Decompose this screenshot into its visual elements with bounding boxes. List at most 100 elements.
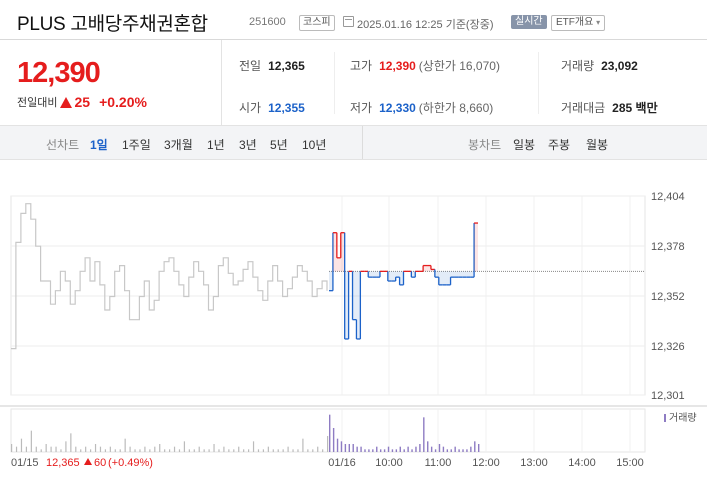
stat-prev: 전일 12,365 [239, 57, 305, 74]
area-fill [391, 271, 396, 282]
volume-bar [272, 449, 274, 452]
volume-bar [312, 449, 314, 452]
volume-bar [35, 446, 37, 452]
area-fill [340, 232, 345, 272]
chart-tabs: 선차트 1일 1주일 3개월 1년 3년 5년 10년 봉차트 일봉 주봉 월봉 [0, 125, 707, 160]
tab-1d[interactable]: 1일 [90, 138, 108, 152]
volume-bar [287, 446, 289, 452]
volume-bar [336, 438, 339, 452]
tab-3y[interactable]: 3년 [239, 138, 257, 152]
prev-day-line [11, 203, 328, 350]
upper-limit: (상한가 16,070) [418, 59, 500, 73]
stat-low: 저가 12,330 (하한가 8,660) [350, 99, 493, 116]
volume-bar [154, 446, 156, 452]
volume-bar [65, 441, 67, 452]
area-fill [423, 265, 428, 272]
stat-label: 거래량 [561, 59, 595, 73]
volume-bar [139, 449, 141, 452]
volume-bar [292, 449, 294, 452]
volume-bar [348, 444, 351, 452]
x-tick-label: 12:00 [472, 457, 500, 469]
realtime-button[interactable]: 실시간 [511, 15, 547, 29]
volume-bar [248, 449, 250, 452]
calendar-icon [343, 16, 354, 27]
header: PLUS 고배당주채권혼합 251600 코스피 2025.01.16 12:2… [0, 0, 707, 40]
volume-bar [40, 449, 42, 452]
tab-5y[interactable]: 5년 [270, 138, 288, 152]
x-tick-label: 10:00 [375, 457, 403, 469]
volume-bar [458, 449, 460, 452]
candle-chart-label: 봉차트 [468, 138, 502, 152]
volume-bar [332, 428, 335, 452]
volume-bar [262, 449, 265, 452]
volume-bar [474, 441, 476, 452]
volume-bar [411, 449, 413, 452]
price-change: 전일대비 25 +0.20% [17, 94, 147, 110]
volume-bar [193, 449, 195, 452]
volume-legend: 거래량 [669, 412, 697, 424]
area-fill [372, 271, 377, 278]
change-label: 전일대비 [17, 97, 58, 109]
volume-bar [372, 449, 374, 452]
volume-bar [218, 449, 220, 452]
tab-10y[interactable]: 10년 [302, 138, 327, 152]
volume-bar [164, 449, 166, 452]
x-tick-label: 01/16 [328, 457, 356, 469]
volume-bar [119, 449, 121, 452]
tab-1w[interactable]: 1주일 [122, 138, 151, 152]
current-price: 12,390 [17, 57, 101, 89]
stat-label: 거래대금 [561, 101, 606, 115]
area-fill [442, 271, 447, 285]
stat-high: 고가 12,390 (상한가 16,070) [350, 57, 500, 74]
volume-bar [470, 446, 472, 452]
area-fill [454, 271, 459, 278]
change-value: 25 [74, 94, 91, 110]
volume-bar [322, 449, 324, 452]
area-fill [356, 271, 361, 339]
volume-bar [297, 449, 299, 452]
area-fill [352, 271, 357, 320]
stat-value: 12,355 [268, 101, 305, 115]
area-fill [336, 257, 341, 272]
etf-overview-dropdown[interactable]: ETF개요 ▾ [551, 15, 606, 31]
volume-bar [99, 446, 102, 452]
volume-bar [383, 449, 386, 452]
volume-bar [403, 449, 405, 452]
volume-bar [90, 449, 92, 452]
volume-bar [124, 438, 126, 452]
volume-bar [450, 449, 452, 452]
volume-bar [307, 449, 309, 452]
y-tick-label: 12,378 [651, 241, 685, 253]
tab-monthly[interactable]: 월봉 [586, 138, 609, 152]
y-tick-label: 12,404 [651, 191, 685, 203]
x-tick-label: 14:00 [568, 457, 596, 469]
volume-bar [238, 446, 240, 452]
volume-bar [267, 446, 269, 452]
volume-bar [45, 444, 47, 452]
stat-value: 285 백만 [612, 101, 658, 115]
volume-bar [94, 444, 97, 452]
volume-bar [178, 449, 181, 452]
tab-weekly[interactable]: 주봉 [548, 138, 571, 152]
stat-label: 시가 [239, 101, 262, 115]
tab-daily[interactable]: 일봉 [513, 138, 536, 152]
volume-bar [149, 449, 151, 452]
tab-1y[interactable]: 1년 [207, 138, 225, 152]
area-fill [387, 271, 392, 282]
area-fill [344, 271, 349, 339]
volume-bar [80, 449, 82, 452]
change-rate: +0.20% [99, 94, 147, 110]
volume-bar [387, 446, 390, 452]
volume-bar [302, 438, 304, 452]
volume-bar [391, 449, 394, 452]
volume-bar [462, 449, 464, 452]
volume-bar [129, 446, 131, 452]
volume-bar [352, 444, 354, 452]
area-fill [395, 271, 400, 278]
volume-bar [75, 446, 77, 452]
prev-rate-label: (+0.49%) [108, 457, 153, 469]
tab-3m[interactable]: 3개월 [164, 138, 193, 152]
volume-bar [25, 446, 28, 452]
volume-bar [183, 441, 186, 452]
volume-bar [159, 444, 161, 452]
